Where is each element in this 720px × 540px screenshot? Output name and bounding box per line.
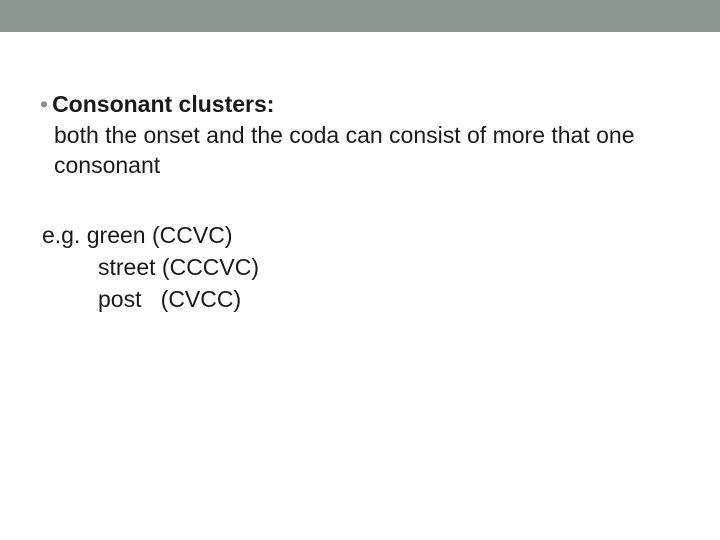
examples-lead: e.g. green (CCVC) [42, 220, 680, 250]
example-pattern-1: (CCCVC) [162, 254, 259, 280]
example-line-2: post (CVCC) [98, 284, 680, 314]
example-word-2: post [98, 286, 141, 312]
heading: Consonant clusters: [52, 90, 274, 118]
example-pattern-0: (CCVC) [152, 222, 233, 248]
title-band [0, 0, 720, 32]
example-word-0: green [87, 222, 146, 248]
bullet-icon: • [40, 90, 48, 118]
slide-body: • Consonant clusters: both the onset and… [0, 32, 720, 314]
example-word-1: street [98, 254, 156, 280]
example-line-1: street (CCCVC) [98, 252, 680, 282]
eg-prefix: e.g. [42, 222, 87, 248]
example-pattern-2: (CVCC) [161, 286, 242, 312]
bullet-row: • Consonant clusters: [40, 90, 680, 118]
description: both the onset and the coda can consist … [54, 120, 674, 180]
